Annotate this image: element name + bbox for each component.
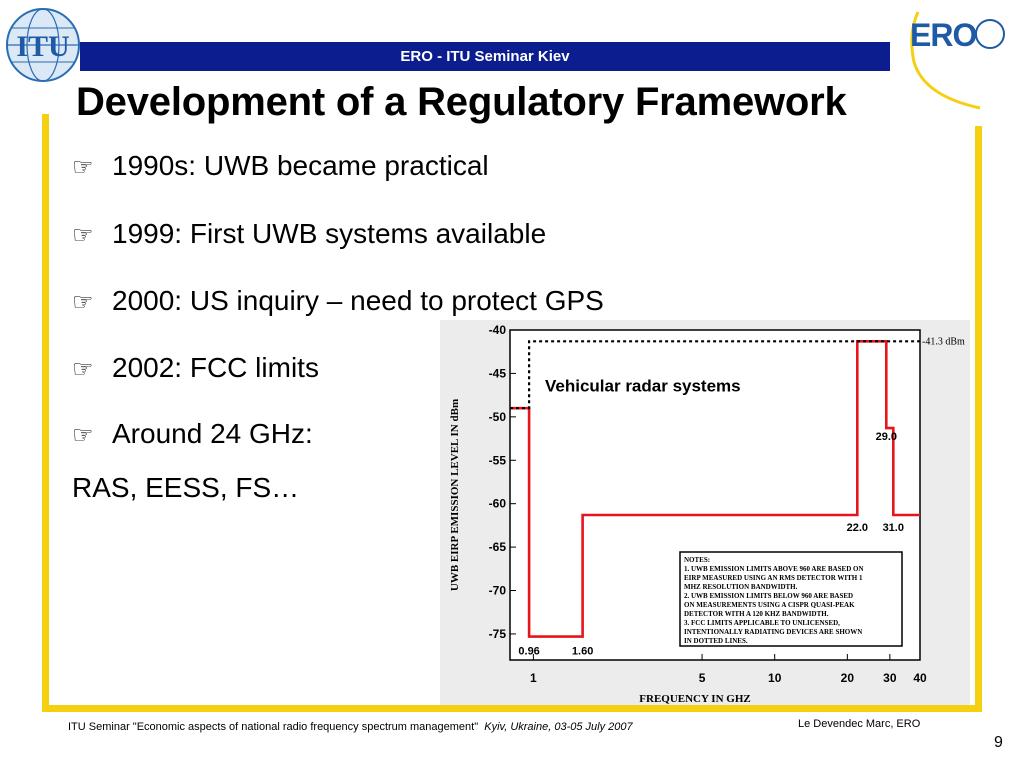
limit-value-label: -41.3 dBm <box>922 336 965 347</box>
notes-line: INTENTIONALLY RADIATING DEVICES ARE SHOW… <box>684 628 862 636</box>
pointing-hand-icon: ☞ <box>72 154 94 181</box>
bullet-item: ☞ 1990s: UWB became practical <box>72 150 489 182</box>
itu-logo: ITU <box>6 8 80 82</box>
notes-line: ON MEASUREMENTS USING A CISPR QUASI-PEAK <box>684 601 855 609</box>
bullet-text: 2002: FCC limits <box>112 352 319 383</box>
y-tick-label: -65 <box>489 540 507 554</box>
pointing-hand-icon: ☞ <box>72 289 94 316</box>
footer-right: Le Devendec Marc, ERO <box>798 718 921 730</box>
footer-left-text: ITU Seminar "Economic aspects of nationa… <box>68 721 479 733</box>
bullet-text: 2000: US inquiry – need to protect GPS <box>112 285 604 316</box>
vehicular-radar-label: Vehicular radar systems <box>545 376 741 395</box>
notes-line: 3. FCC LIMITS APPLICABLE TO UNLICENSED, <box>684 619 840 627</box>
pointing-hand-icon: ☞ <box>72 422 94 449</box>
frame-left-border <box>42 114 49 712</box>
notes-line: 2. UWB EMISSION LIMITS BELOW 960 ARE BAS… <box>684 592 853 600</box>
y-tick-label: -40 <box>489 323 507 337</box>
y-tick-label: -70 <box>489 584 507 598</box>
bullet-item: ☞ Around 24 GHz: <box>72 418 313 450</box>
x-tick-label: 30 <box>883 671 897 685</box>
notes-line: 1. UWB EMISSION LIMITS ABOVE 960 ARE BAS… <box>684 565 864 573</box>
plain-line: RAS, EESS, FS… <box>72 472 300 503</box>
data-label: 1.60 <box>572 645 593 657</box>
frame-right-border <box>975 126 982 712</box>
y-tick-label: -60 <box>489 497 507 511</box>
x-axis-label: FREQUENCY IN GHZ <box>639 693 750 705</box>
bullet-item: ☞ 1999: First UWB systems available <box>72 218 546 250</box>
data-label: 29.0 <box>876 431 897 443</box>
bullet-item: ☞ 2002: FCC limits <box>72 352 319 384</box>
y-tick-label: -55 <box>489 453 507 467</box>
notes-line: EIRP MEASURED USING AN RMS DETECTOR WITH… <box>684 574 863 582</box>
data-label: 22.0 <box>847 522 868 534</box>
data-label: 31.0 <box>883 522 904 534</box>
x-tick-label: 20 <box>841 671 855 685</box>
x-tick-label: 40 <box>913 671 927 685</box>
x-tick-label: 5 <box>699 671 706 685</box>
uwb-emission-chart: -40 -45 -50 -55 -60 -65 -70 -75 1 5 10 20 30 40 FREQUE… <box>449 323 965 705</box>
notes-line: NOTES: <box>684 556 710 564</box>
x-tick-label: 10 <box>768 671 782 685</box>
y-axis-label: UWB EIRP EMISSION LEVEL IN dBm <box>449 399 461 591</box>
pointing-hand-icon: ☞ <box>72 222 94 249</box>
bullet-text: Around 24 GHz: <box>112 418 313 449</box>
ero-logo-text: ERO <box>910 17 976 53</box>
footer-left-italic: Kyiv, Ukraine, 03-05 July 2007 <box>484 721 633 733</box>
page-number: 9 <box>994 734 1003 751</box>
itu-logo-text: ITU <box>16 30 69 63</box>
bullet-item: ☞ 2000: US inquiry – need to protect GPS <box>72 285 604 317</box>
ero-logo: ERO <box>910 11 1005 110</box>
slide-title: Development of a Regulatory Framework <box>76 80 847 124</box>
fcc-limit-line <box>510 339 920 638</box>
notes-line: MHZ RESOLUTION BANDWIDTH. <box>684 583 798 591</box>
header-bar: ERO - ITU Seminar Kiev <box>80 42 890 71</box>
data-label: 0.96 <box>518 645 539 657</box>
notes-line: DETECTOR WITH A 120 KHZ BANDWIDTH. <box>684 610 829 618</box>
bullet-text: 1990s: UWB became practical <box>112 150 489 181</box>
pointing-hand-icon: ☞ <box>72 356 94 383</box>
notes-box <box>679 551 903 647</box>
notes-line: IN DOTTED LINES. <box>684 637 748 645</box>
x-tick-label: 1 <box>530 671 537 685</box>
y-tick-label: -50 <box>489 410 507 424</box>
y-tick-label: -45 <box>489 366 507 380</box>
frame-bottom-border <box>42 705 982 712</box>
y-tick-label: -75 <box>489 627 507 641</box>
footer-left: ITU Seminar "Economic aspects of nationa… <box>68 721 633 733</box>
bullet-text: 1999: First UWB systems available <box>112 218 547 249</box>
